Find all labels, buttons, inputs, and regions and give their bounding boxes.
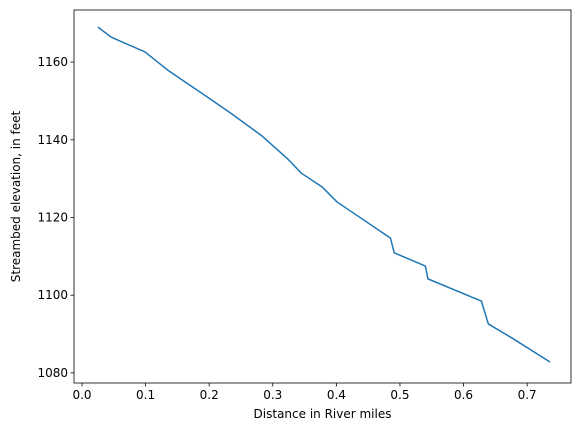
x-tick-label: 0.7 — [518, 388, 537, 402]
y-tick-label: 1160 — [37, 55, 68, 69]
x-tick-label: 0.3 — [263, 388, 282, 402]
x-axis-label: Distance in River miles — [254, 407, 392, 421]
y-tick-label: 1120 — [37, 210, 68, 224]
x-tick-label: 0.1 — [136, 388, 155, 402]
x-tick-label: 0.0 — [72, 388, 91, 402]
y-tick-label: 1140 — [37, 133, 68, 147]
plot-frame — [73, 9, 572, 384]
x-tick-label: 0.4 — [327, 388, 346, 402]
x-tick-label: 0.6 — [454, 388, 473, 402]
y-tick-label: 1100 — [37, 288, 68, 302]
line-series — [97, 26, 551, 363]
y-axis-label: Streambed elevation, in feet — [9, 110, 23, 282]
y-tick-label: 1080 — [37, 366, 68, 380]
x-tick-label: 0.5 — [390, 388, 409, 402]
x-tick-label: 0.2 — [200, 388, 219, 402]
